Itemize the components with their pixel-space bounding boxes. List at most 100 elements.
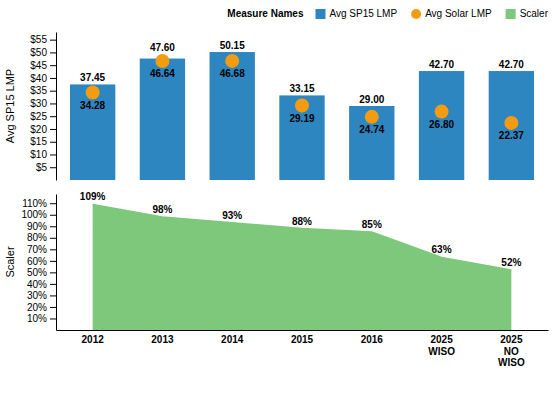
dot bbox=[435, 105, 449, 119]
data-label: 63% bbox=[432, 244, 452, 255]
y-tick: 80% bbox=[27, 232, 56, 243]
data-label: 26.80 bbox=[429, 119, 454, 130]
y-tick-label: $5 bbox=[36, 162, 48, 173]
bar bbox=[489, 71, 534, 180]
y-tick-label: $50 bbox=[30, 47, 47, 58]
y-tick-mark bbox=[50, 307, 56, 308]
y-tick: $55 bbox=[30, 34, 56, 45]
data-labels: 109% 98% 93% 88% 85% 63% 52% bbox=[80, 191, 522, 268]
y-tick: $5 bbox=[36, 162, 56, 173]
y-axis: $5$10$15$20$25$30$35$40$45$50$55 bbox=[30, 33, 56, 181]
y-tick-mark bbox=[50, 65, 56, 66]
y-tick-mark bbox=[50, 249, 56, 250]
x-axis: 2012 2013 2014 2015 2016 2025WISO 2025NOWISO bbox=[57, 331, 549, 369]
x-tick: 2015 bbox=[291, 334, 314, 345]
y-tick-mark bbox=[50, 129, 56, 130]
data-label: 52% bbox=[501, 257, 521, 268]
y-tick: $35 bbox=[30, 85, 56, 96]
y-tick-mark bbox=[50, 284, 56, 285]
dot bbox=[225, 54, 239, 68]
y-tick-label: $15 bbox=[30, 136, 47, 147]
y-tick: 20% bbox=[27, 302, 56, 313]
y-tick-mark bbox=[50, 40, 56, 41]
y-axis-line bbox=[56, 33, 57, 181]
y-tick: 60% bbox=[27, 256, 56, 267]
y-tick: $45 bbox=[30, 60, 56, 71]
data-label: 50.15 bbox=[220, 40, 245, 51]
y-tick-mark bbox=[50, 261, 56, 262]
y-tick-label: 60% bbox=[27, 256, 47, 267]
data-label: 88% bbox=[292, 216, 312, 227]
y-tick-label: 10% bbox=[27, 313, 47, 324]
x-tick-label-line: 2012 bbox=[82, 334, 105, 345]
data-label: 109% bbox=[80, 191, 106, 202]
bar bbox=[419, 71, 464, 180]
legend-swatch bbox=[315, 9, 325, 19]
y-tick: 110% bbox=[22, 198, 56, 209]
data-label: 24.74 bbox=[359, 124, 384, 135]
y-tick-mark bbox=[50, 238, 56, 239]
data-label: 47.60 bbox=[150, 42, 175, 53]
y-tick-mark bbox=[50, 167, 56, 168]
data-label: 42.70 bbox=[429, 59, 454, 70]
legend-title: Measure Names bbox=[227, 8, 304, 19]
x-tick-label-line: 2014 bbox=[221, 334, 244, 345]
chart-svg: $5$10$15$20$25$30$35$40$45$50$55Avg SP15… bbox=[0, 0, 560, 400]
data-labels: 37.4547.6050.1533.1529.0042.7042.7034.28… bbox=[80, 40, 524, 141]
x-tick-label-line: 2025 bbox=[430, 334, 453, 345]
bar bbox=[210, 52, 255, 180]
y-tick-mark bbox=[50, 272, 56, 273]
legend-label: Scaler bbox=[520, 8, 549, 19]
legend-item: Scaler bbox=[506, 8, 549, 19]
x-tick-label: 2025NOWISO bbox=[498, 334, 525, 368]
bar bbox=[140, 59, 185, 180]
legend-item: Avg Solar LMP bbox=[411, 8, 492, 19]
y-axis-title: Avg SP15 LMP bbox=[4, 69, 16, 143]
legend-label: Avg SP15 LMP bbox=[329, 8, 397, 19]
y-tick-mark bbox=[50, 116, 56, 117]
y-tick-mark bbox=[50, 142, 56, 143]
data-label: 85% bbox=[362, 219, 382, 230]
y-tick-label: $40 bbox=[30, 73, 47, 84]
y-tick: $15 bbox=[30, 136, 56, 147]
y-tick-label: $55 bbox=[30, 34, 47, 45]
legend-label: Avg Solar LMP bbox=[425, 8, 492, 19]
data-label: 93% bbox=[222, 210, 242, 221]
x-tick-label: 2025WISO bbox=[428, 334, 455, 357]
x-tick: 2012 bbox=[82, 334, 105, 345]
y-tick-mark bbox=[50, 226, 56, 227]
y-tick: 70% bbox=[27, 244, 56, 255]
y-tick-label: $45 bbox=[30, 60, 47, 71]
plot-area bbox=[70, 52, 534, 180]
y-tick-label: 50% bbox=[27, 267, 47, 278]
y-tick: 40% bbox=[27, 279, 56, 290]
y-tick: 30% bbox=[27, 290, 56, 301]
y-tick-mark bbox=[50, 103, 56, 104]
y-tick-mark bbox=[50, 91, 56, 92]
y-tick-label: $20 bbox=[30, 124, 47, 135]
bar bbox=[70, 84, 115, 180]
area bbox=[93, 204, 512, 330]
y-tick: 90% bbox=[27, 221, 56, 232]
x-tick-label: 2013 bbox=[151, 334, 174, 345]
dot bbox=[365, 110, 379, 124]
y-tick-mark bbox=[50, 215, 56, 216]
x-tick-label: 2016 bbox=[361, 334, 384, 345]
x-tick: 2013 bbox=[151, 334, 174, 345]
dot bbox=[155, 54, 169, 68]
data-label: 98% bbox=[152, 204, 172, 215]
y-tick: $25 bbox=[30, 111, 56, 122]
x-tick-label-line: 2016 bbox=[361, 334, 384, 345]
panel-1: 10%20%30%40%50%60%70%80%90%100%110%Scale… bbox=[4, 191, 549, 368]
line bbox=[93, 204, 512, 270]
y-axis: 10%20%30%40%50%60%70%80%90%100%110% bbox=[21, 195, 56, 331]
y-tick-label: 70% bbox=[27, 244, 47, 255]
data-label: 29.19 bbox=[289, 113, 314, 124]
data-label: 33.15 bbox=[289, 83, 314, 94]
data-label: 34.28 bbox=[80, 100, 105, 111]
legend-item: Avg SP15 LMP bbox=[315, 8, 397, 19]
y-tick-mark bbox=[50, 203, 56, 204]
x-tick: 2016 bbox=[361, 334, 384, 345]
data-label: 42.70 bbox=[499, 59, 524, 70]
y-tick-label: $10 bbox=[30, 149, 47, 160]
